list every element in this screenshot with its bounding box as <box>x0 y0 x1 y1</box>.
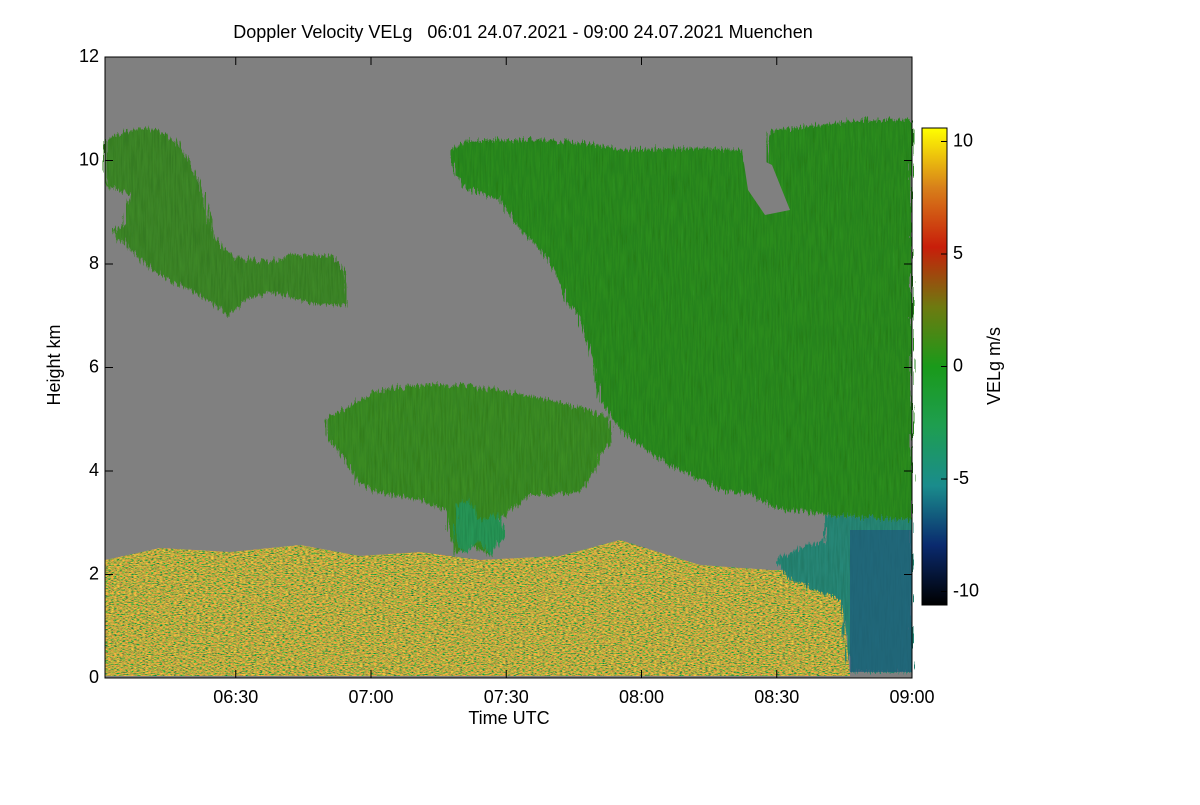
y-tick-label: 4 <box>89 460 99 480</box>
colorbar-tick-label: 0 <box>953 355 963 375</box>
y-tick-label: 12 <box>79 46 99 66</box>
chart-title: Doppler Velocity VELg 06:01 24.07.2021 -… <box>233 22 812 42</box>
x-tick-label: 09:00 <box>889 687 934 707</box>
colorbar-tick-label: -5 <box>953 468 969 488</box>
y-tick-label: 2 <box>89 563 99 583</box>
y-tick-label: 10 <box>79 149 99 169</box>
colorbar-tick-label: 10 <box>953 130 973 150</box>
descending-core <box>850 530 912 672</box>
cloud-gap <box>742 150 790 215</box>
x-tick-label: 08:00 <box>619 687 664 707</box>
low-echo-band <box>105 540 850 676</box>
x-tick-label: 08:30 <box>754 687 799 707</box>
cloud <box>325 385 612 555</box>
y-axis-label: Height km <box>44 324 64 405</box>
x-axis-label: Time UTC <box>468 708 549 728</box>
colorbar-label: VELg m/s <box>984 327 1004 405</box>
colorbar-tick-label: 5 <box>953 243 963 263</box>
y-tick-label: 0 <box>89 667 99 687</box>
velocity-field <box>105 57 912 678</box>
cloud <box>105 128 348 315</box>
fall-streak <box>455 500 505 555</box>
x-tick-label: 07:00 <box>348 687 393 707</box>
cloud <box>450 120 912 520</box>
colorbar-tick-label: -10 <box>953 580 979 600</box>
x-tick-label: 06:30 <box>213 687 258 707</box>
x-tick-label: 07:30 <box>484 687 529 707</box>
y-tick-label: 8 <box>89 253 99 273</box>
y-tick-label: 6 <box>89 356 99 376</box>
